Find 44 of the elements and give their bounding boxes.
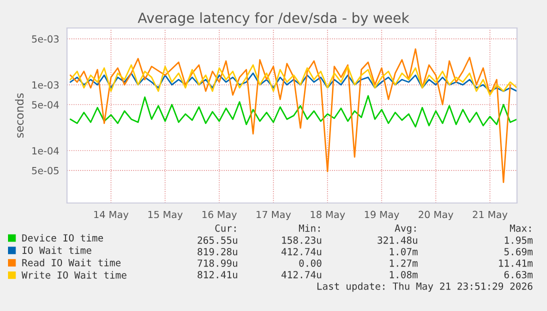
line-series bbox=[70, 48, 511, 184]
text: Last update: Thu May 21 23:51:29 2026 bbox=[317, 282, 532, 292]
text: 819.28u bbox=[198, 248, 238, 256]
text: 412.74u bbox=[282, 248, 322, 256]
y-tick-label: 5e-04 bbox=[32, 101, 59, 108]
text: 1.27m bbox=[390, 259, 418, 267]
text: 812.41u bbox=[198, 270, 238, 278]
text: 1.95m bbox=[504, 236, 533, 244]
line-series bbox=[70, 95, 517, 128]
line-series bbox=[70, 64, 517, 96]
y-tick-label: 5e-05 bbox=[32, 166, 59, 174]
text: 321.48u bbox=[378, 236, 418, 244]
y-tick-label: 1e-03 bbox=[32, 81, 59, 89]
text: 1.07m bbox=[390, 248, 418, 256]
text: 1.08m bbox=[390, 270, 418, 278]
y-axis-title: seconds bbox=[15, 93, 24, 138]
x-tick-label: 20 May bbox=[418, 210, 454, 220]
x-tick-label: 16 May bbox=[202, 210, 237, 220]
y-tick-label: 5e-03 bbox=[32, 35, 59, 43]
text: 718.99u bbox=[198, 259, 238, 267]
text: 5.69m bbox=[504, 248, 533, 256]
text: 0.00 bbox=[299, 259, 322, 267]
x-tick-label: 15 May bbox=[148, 210, 183, 220]
text: 158.23u bbox=[282, 236, 322, 244]
text: 412.74u bbox=[282, 270, 322, 278]
text: Avg: bbox=[394, 224, 416, 234]
text: 6.63m bbox=[504, 270, 533, 278]
line-series bbox=[70, 72, 517, 92]
legend-label: IO Wait time bbox=[22, 246, 92, 254]
text: 11.41m bbox=[499, 260, 533, 267]
legend-label: Device IO time bbox=[22, 234, 103, 242]
x-tick-label: 18 May bbox=[310, 210, 346, 220]
text: 265.55u bbox=[198, 236, 238, 244]
legend-label: Read IO Wait time bbox=[22, 258, 121, 266]
text: Cur: bbox=[215, 224, 236, 232]
chart-title: Average latency for /dev/sda - by week bbox=[138, 12, 410, 26]
text: Max: bbox=[510, 224, 531, 232]
y-tick-label: 1e-04 bbox=[32, 147, 59, 154]
x-tick-label: 14 May bbox=[94, 210, 128, 220]
legend-label: Write IO Wait time bbox=[22, 271, 126, 279]
text: Min: bbox=[298, 224, 320, 232]
x-tick-label: 19 May bbox=[364, 210, 400, 220]
x-tick-label: 17 May bbox=[256, 210, 291, 220]
x-tick-label: 21 May bbox=[472, 210, 508, 220]
